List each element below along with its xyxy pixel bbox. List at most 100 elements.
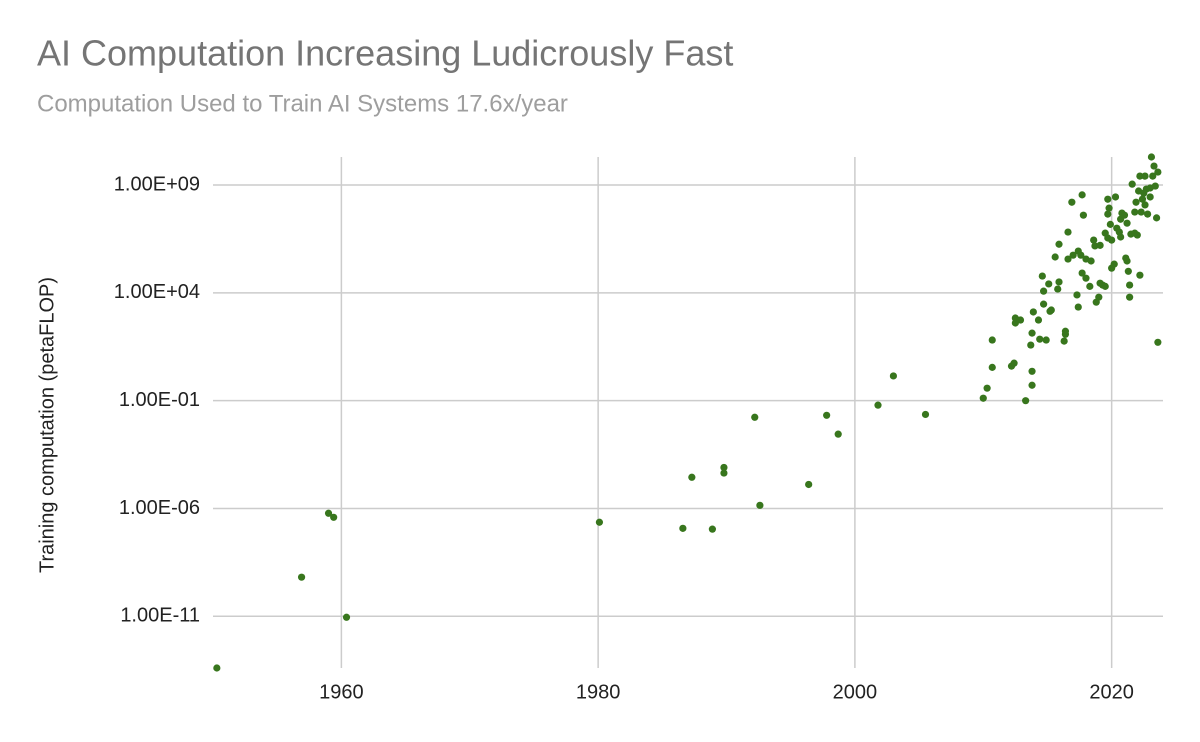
point: [1105, 204, 1113, 212]
y-tick-label: 1.00E-01: [119, 389, 200, 411]
point: [1120, 211, 1129, 219]
point: [1124, 267, 1132, 275]
point: [1064, 255, 1072, 263]
point: [1101, 282, 1109, 290]
point: [1126, 281, 1134, 289]
point: [1045, 280, 1053, 288]
point: [1128, 180, 1136, 188]
point: [1150, 162, 1158, 170]
point: [1029, 308, 1037, 316]
point: [1064, 228, 1072, 236]
point: [1152, 214, 1161, 222]
point: [1110, 260, 1118, 268]
point: [708, 525, 716, 533]
point: [1154, 338, 1162, 346]
point: [1104, 210, 1112, 218]
point: [720, 469, 728, 477]
point: [1028, 329, 1036, 337]
point: [1122, 254, 1130, 262]
y-tick-label: 1.00E-11: [120, 605, 200, 627]
y-axis-label: Training computation (petaFLOP): [36, 277, 58, 573]
grid: [213, 157, 1163, 668]
point: [1131, 208, 1139, 216]
x-tick-label: 1980: [576, 681, 621, 703]
y-tick-label: 1.00E+04: [114, 281, 200, 303]
point: [823, 411, 831, 419]
point: [983, 384, 991, 392]
point: [1010, 359, 1018, 367]
point: [1141, 201, 1149, 209]
point: [1082, 274, 1090, 282]
point: [988, 336, 996, 344]
x-tick-label: 2000: [833, 681, 878, 703]
point: [1143, 210, 1152, 218]
point: [1034, 316, 1043, 324]
x-tick-label: 1960: [319, 681, 364, 703]
point: [1068, 198, 1076, 206]
point: [1096, 241, 1104, 249]
point: [1149, 172, 1157, 180]
point: [595, 518, 604, 526]
point: [297, 573, 306, 581]
point: [1146, 193, 1154, 201]
point: [1136, 271, 1144, 279]
point: [330, 513, 338, 521]
point: [1061, 327, 1070, 335]
point: [1141, 172, 1149, 180]
point: [1077, 251, 1085, 259]
point: [1151, 182, 1159, 190]
point: [688, 473, 696, 481]
point: [1040, 300, 1048, 308]
point: [751, 413, 759, 421]
point: [889, 372, 898, 380]
point: [1055, 240, 1063, 248]
point: [342, 613, 351, 621]
point: [1111, 193, 1120, 201]
point: [1042, 336, 1050, 344]
point: [1095, 293, 1103, 301]
point: [1022, 397, 1030, 405]
y-tick-label: 1.00E+09: [114, 173, 200, 195]
point: [679, 524, 687, 532]
point: [1117, 233, 1125, 241]
point: [1028, 367, 1036, 375]
point: [834, 430, 842, 438]
point: [1054, 285, 1062, 293]
point: [874, 401, 882, 409]
chart-title: AI Computation Increasing Ludicrously Fa…: [37, 33, 733, 74]
point: [1079, 211, 1088, 219]
point: [1051, 253, 1059, 261]
point: [1060, 337, 1068, 345]
point: [1154, 168, 1162, 176]
y-tick-label: 1.00E-06: [119, 497, 200, 519]
point: [1028, 381, 1036, 389]
point: [1104, 195, 1112, 203]
point: [1074, 303, 1082, 311]
point: [1147, 153, 1156, 161]
point: [1090, 236, 1098, 244]
point: [1078, 269, 1086, 277]
point: [1069, 251, 1077, 259]
point: [1086, 282, 1094, 290]
point: [921, 410, 930, 419]
point: [1047, 306, 1055, 314]
point: [1132, 198, 1140, 206]
chart-subtitle: Computation Used to Train AI Systems 17.…: [37, 90, 568, 117]
point: [1087, 257, 1095, 265]
point: [1055, 278, 1063, 286]
point: [1138, 195, 1147, 203]
point: [1078, 191, 1086, 199]
point: [1036, 335, 1044, 343]
point: [720, 463, 728, 472]
point: [1016, 316, 1025, 324]
point: [1137, 208, 1145, 216]
point: [988, 363, 996, 371]
point: [1136, 172, 1144, 180]
points: [213, 153, 1162, 672]
point: [1133, 231, 1141, 239]
point: [1073, 291, 1081, 299]
point: [1123, 219, 1131, 227]
point: [1106, 220, 1114, 228]
